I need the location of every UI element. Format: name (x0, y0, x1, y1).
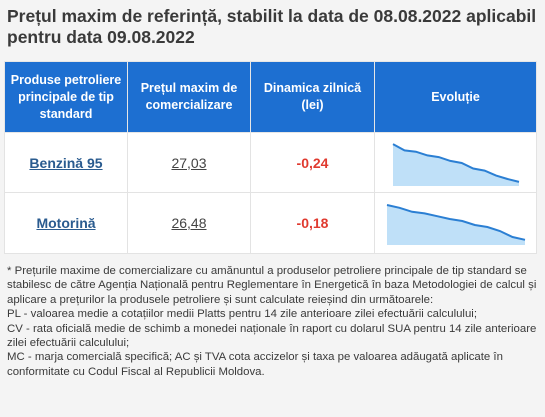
footnotes: * Prețurile maxime de comercializare cu … (7, 264, 537, 379)
footnote-intro: * Prețurile maxime de comercializare cu … (7, 265, 537, 306)
footnote-mc: MC - marja comercială specifică; AC și T… (7, 351, 503, 378)
table-row: Benzină 95 27,03 -0,24 (4, 132, 537, 193)
header-product: Produse petroliere principale de tip sta… (4, 61, 128, 133)
table-row: Motorină 26,48 -0,18 (4, 192, 537, 254)
price-cell: 26,48 (127, 192, 251, 254)
product-cell: Benzină 95 (4, 132, 128, 193)
delta-cell: -0,24 (250, 132, 375, 193)
product-link-motorina[interactable]: Motorină (36, 215, 96, 231)
header-max-price: Prețul maxim de comercializare (127, 61, 251, 133)
daily-change-value: -0,18 (296, 215, 329, 231)
footnote-cv: CV - rata oficială medie de schimb a mon… (7, 322, 537, 350)
trend-cell (374, 192, 537, 254)
fuel-price-table: Produse petroliere principale de tip sta… (4, 61, 537, 254)
table-header-row: Produse petroliere principale de tip sta… (4, 61, 537, 133)
trend-cell (374, 132, 537, 193)
delta-cell: -0,18 (250, 192, 375, 254)
price-trend-sparkline (386, 204, 525, 245)
sparkline-line (386, 204, 525, 241)
daily-change-value: -0,24 (296, 154, 329, 171)
price-trend-sparkline (392, 142, 519, 186)
sparkline-line (392, 142, 519, 183)
footnote-pl: PL - valoarea medie a cotațiilor medii P… (7, 308, 477, 321)
header-daily-change: Dinamica zilnică (lei) (250, 61, 375, 133)
product-cell: Motorină (4, 192, 128, 254)
sparkline-area (386, 205, 525, 245)
max-price-value[interactable]: 27,03 (171, 154, 207, 171)
header-evolution: Evoluție (374, 61, 537, 133)
page-title: Prețul maxim de referință, stabilit la d… (7, 6, 537, 47)
max-price-value[interactable]: 26,48 (171, 215, 207, 231)
price-cell: 27,03 (127, 132, 251, 193)
product-link-benzina-95[interactable]: Benzină 95 (29, 154, 103, 171)
